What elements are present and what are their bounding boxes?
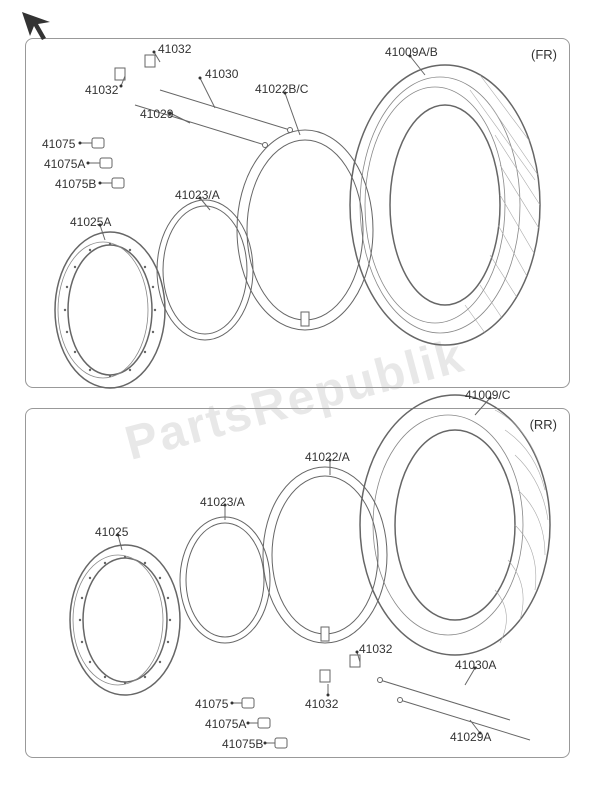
label-fr-41030: 41030 bbox=[205, 67, 238, 81]
label-fr-41025a: 41025A bbox=[70, 215, 111, 229]
diagram-container: (FR) (RR) bbox=[0, 0, 589, 799]
label-rr-41075b: 41075B bbox=[222, 737, 263, 751]
label-rr-41025: 41025 bbox=[95, 525, 128, 539]
label-fr-41009: 41009A/B bbox=[385, 45, 438, 59]
label-fr-41022: 41022B/C bbox=[255, 82, 308, 96]
label-rr-41032-bottom: 41032 bbox=[305, 697, 338, 711]
label-fr-41075b: 41075B bbox=[55, 177, 96, 191]
label-fr-41032-bottom: 41032 bbox=[85, 83, 118, 97]
label-fr-41032-top: 41032 bbox=[158, 42, 191, 56]
label-rr-41030a: 41030A bbox=[455, 658, 496, 672]
label-rr-41032-top: 41032 bbox=[359, 642, 392, 656]
arrow-indicator bbox=[20, 10, 60, 40]
label-fr-41023: 41023/A bbox=[175, 188, 220, 202]
label-rr-41075a: 41075A bbox=[205, 717, 246, 731]
label-rr-41075: 41075 bbox=[195, 697, 228, 711]
label-rr-41009c: 41009/C bbox=[465, 388, 510, 402]
label-fr-41075: 41075 bbox=[42, 137, 75, 151]
label-rr-41029a: 41029A bbox=[450, 730, 491, 744]
label-fr-41029: 41029 bbox=[140, 107, 173, 121]
label-rr-41023a: 41023/A bbox=[200, 495, 245, 509]
label-fr-41075a: 41075A bbox=[44, 157, 85, 171]
label-rr-41022a: 41022/A bbox=[305, 450, 350, 464]
